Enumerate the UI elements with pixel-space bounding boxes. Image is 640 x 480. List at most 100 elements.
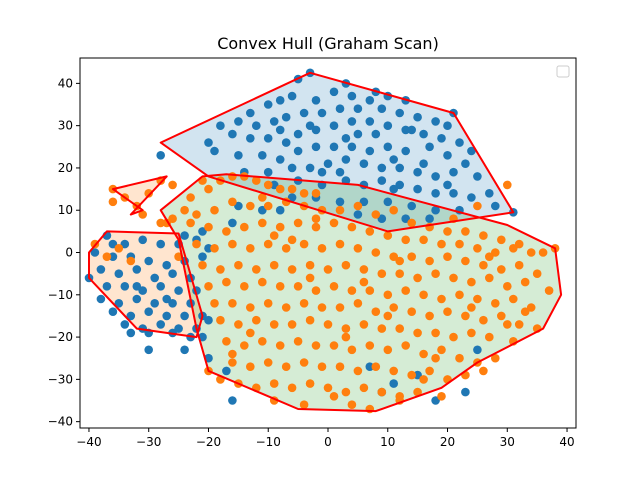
scatter-point-series-0 bbox=[461, 387, 470, 397]
scatter-point-series-1 bbox=[204, 282, 213, 291]
scatter-point-series-1 bbox=[299, 299, 309, 308]
scatter-point-series-1 bbox=[311, 214, 321, 223]
scatter-point-series-0 bbox=[275, 125, 285, 135]
x-tick-label: 30 bbox=[500, 435, 515, 449]
scatter-point-series-0 bbox=[269, 180, 279, 190]
scatter-point-series-0 bbox=[359, 159, 369, 168]
scatter-point-series-0 bbox=[353, 129, 363, 139]
scatter-point-series-0 bbox=[347, 91, 357, 101]
scatter-point-series-1 bbox=[389, 366, 399, 376]
scatter-point-series-0 bbox=[335, 104, 345, 113]
scatter-point-series-0 bbox=[377, 104, 387, 113]
scatter-point-series-0 bbox=[281, 112, 291, 122]
scatter-point-series-1 bbox=[204, 184, 213, 194]
scatter-point-series-1 bbox=[222, 277, 231, 287]
scatter-point-series-1 bbox=[269, 379, 279, 388]
scatter-point-series-1 bbox=[186, 218, 195, 228]
scatter-point-series-0 bbox=[138, 286, 147, 295]
scatter-point-series-0 bbox=[90, 248, 100, 257]
scatter-point-series-1 bbox=[431, 269, 440, 279]
scatter-point-series-0 bbox=[96, 294, 106, 304]
y-tick-label: 0 bbox=[65, 246, 73, 260]
scatter-point-series-1 bbox=[503, 320, 512, 329]
scatter-point-series-0 bbox=[329, 142, 339, 152]
scatter-point-series-0 bbox=[353, 104, 363, 113]
scatter-point-series-1 bbox=[311, 222, 321, 232]
scatter-point-series-1 bbox=[526, 248, 536, 257]
scatter-point-series-1 bbox=[305, 315, 315, 325]
scatter-point-series-0 bbox=[216, 121, 225, 130]
scatter-point-series-1 bbox=[509, 294, 518, 304]
scatter-point-series-1 bbox=[234, 320, 243, 329]
scatter-point-series-0 bbox=[299, 108, 309, 118]
scatter-point-series-1 bbox=[263, 180, 273, 190]
scatter-point-series-1 bbox=[251, 315, 261, 325]
scatter-point-series-1 bbox=[341, 324, 351, 333]
scatter-point-series-1 bbox=[287, 383, 297, 393]
scatter-point-series-0 bbox=[413, 112, 422, 122]
scatter-point-series-1 bbox=[347, 286, 357, 295]
scatter-point-series-0 bbox=[395, 163, 405, 173]
scatter-point-series-1 bbox=[329, 218, 339, 228]
scatter-point-series-1 bbox=[246, 362, 255, 372]
scatter-point-series-0 bbox=[222, 366, 231, 376]
scatter-point-series-1 bbox=[228, 172, 237, 181]
scatter-point-series-0 bbox=[473, 345, 482, 355]
scatter-point-series-1 bbox=[263, 358, 273, 367]
scatter-point-series-1 bbox=[263, 239, 273, 249]
scatter-point-series-0 bbox=[228, 396, 237, 405]
scatter-point-series-0 bbox=[449, 189, 458, 198]
scatter-point-series-1 bbox=[228, 197, 237, 207]
scatter-point-series-1 bbox=[389, 252, 399, 261]
scatter-point-series-0 bbox=[317, 167, 327, 177]
scatter-point-series-0 bbox=[246, 108, 255, 118]
scatter-point-series-1 bbox=[305, 260, 315, 270]
scatter-point-series-1 bbox=[520, 277, 530, 287]
scatter-point-series-1 bbox=[299, 400, 309, 410]
scatter-point-series-1 bbox=[419, 349, 428, 359]
scatter-point-series-1 bbox=[353, 201, 363, 211]
x-tick-label: −40 bbox=[76, 435, 101, 449]
scatter-point-series-0 bbox=[126, 311, 136, 321]
scatter-point-series-0 bbox=[329, 87, 339, 97]
scatter-point-series-1 bbox=[479, 260, 488, 270]
scatter-point-series-0 bbox=[359, 197, 369, 207]
scatter-point-series-0 bbox=[335, 197, 345, 207]
scatter-point-series-0 bbox=[365, 96, 375, 105]
scatter-point-series-0 bbox=[168, 269, 177, 279]
scatter-point-series-0 bbox=[467, 193, 476, 202]
scatter-point-series-1 bbox=[258, 277, 267, 287]
scatter-point-series-1 bbox=[514, 260, 524, 270]
scatter-point-series-1 bbox=[425, 311, 434, 321]
scatter-point-series-0 bbox=[311, 96, 321, 105]
scatter-point-series-0 bbox=[425, 142, 434, 152]
scatter-point-series-1 bbox=[263, 299, 273, 308]
scatter-point-series-1 bbox=[275, 222, 285, 232]
scatter-point-series-1 bbox=[251, 265, 261, 274]
scatter-point-series-1 bbox=[359, 277, 369, 287]
scatter-point-series-1 bbox=[503, 180, 512, 190]
scatter-point-series-0 bbox=[275, 155, 285, 164]
scatter-point-series-0 bbox=[281, 138, 291, 147]
legend-box bbox=[556, 65, 570, 78]
scatter-point-series-1 bbox=[323, 383, 333, 393]
scatter-point-series-1 bbox=[485, 252, 494, 261]
scatter-point-series-0 bbox=[108, 252, 118, 261]
scatter-point-series-0 bbox=[150, 299, 159, 308]
scatter-point-series-0 bbox=[365, 146, 375, 156]
scatter-point-series-1 bbox=[437, 392, 446, 401]
y-tick-label: 20 bbox=[58, 161, 73, 175]
scatter-point-series-1 bbox=[114, 244, 124, 253]
scatter-point-series-0 bbox=[269, 117, 279, 126]
scatter-point-series-1 bbox=[299, 239, 309, 249]
scatter-point-series-0 bbox=[228, 218, 237, 228]
scatter-point-series-0 bbox=[353, 210, 363, 219]
scatter-point-series-1 bbox=[371, 362, 381, 372]
scatter-point-series-1 bbox=[473, 244, 482, 253]
scatter-point-series-1 bbox=[437, 239, 446, 249]
scatter-point-series-0 bbox=[371, 129, 381, 139]
scatter-point-series-0 bbox=[389, 184, 399, 194]
scatter-point-series-1 bbox=[359, 265, 369, 274]
scatter-point-series-1 bbox=[299, 189, 309, 198]
scatter-point-series-0 bbox=[401, 125, 411, 135]
